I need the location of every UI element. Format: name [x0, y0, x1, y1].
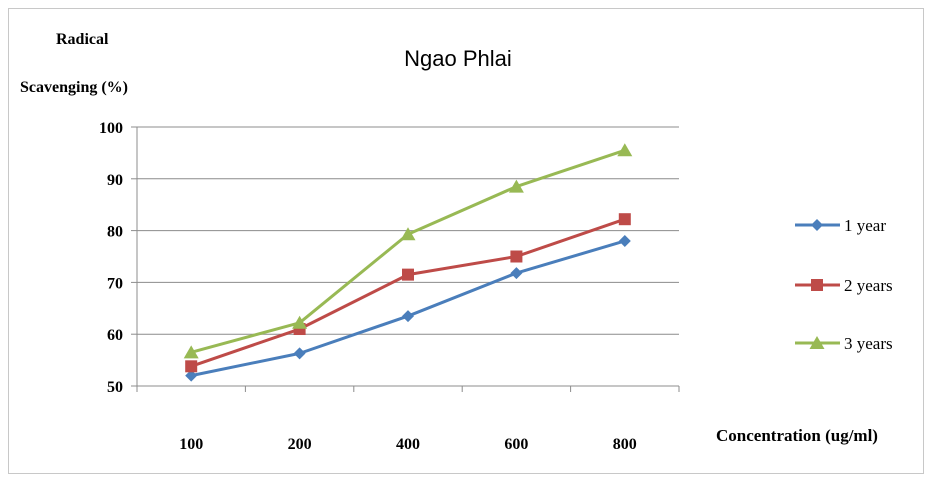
y-tick-labels: 50 60 70 80 90 100: [99, 120, 123, 396]
x-tick-label: 100: [179, 436, 203, 453]
x-tick-label: 400: [396, 436, 420, 453]
legend-marker: [811, 219, 823, 231]
series-line: [190, 239, 626, 378]
data-point: [183, 345, 199, 359]
legend-marker: [811, 279, 823, 291]
data-point: [402, 268, 414, 281]
data-point: [292, 315, 308, 329]
axes: [131, 126, 680, 392]
data-point: [293, 347, 306, 360]
y-tick-label: 50: [107, 379, 123, 396]
data-point: [618, 234, 631, 247]
y-tick-label: 80: [107, 224, 123, 241]
data-point: [400, 227, 416, 241]
legend-marker: [809, 336, 825, 349]
series-line: [190, 217, 626, 368]
x-axis-label: Concentration (ug/ml): [716, 426, 878, 445]
y-tick-label: 70: [107, 275, 123, 292]
legend-label: 2 years: [844, 276, 893, 295]
data-point: [185, 360, 198, 373]
y-tick-label: 100: [99, 120, 123, 137]
data-point: [618, 213, 631, 226]
x-tick-label: 200: [288, 436, 312, 453]
x-tick-label: 600: [504, 436, 528, 453]
x-tick-label: 800: [613, 436, 637, 453]
legend-label: 1 year: [844, 216, 886, 235]
data-point: [510, 250, 523, 263]
legend-label: 3 years: [844, 334, 893, 353]
y-axis-label-line2: Scavenging (%): [20, 79, 128, 96]
chart-frame: [8, 8, 924, 474]
y-axis-label-line1: Radical: [56, 31, 109, 48]
gridlines: [137, 126, 679, 335]
series-lines: [183, 143, 633, 382]
x-tick-labels: 100 200 400 600 800: [179, 436, 637, 453]
data-point: [510, 267, 523, 280]
chart-title: Ngao Phlai: [404, 46, 512, 71]
legend: 1 year 2 years 3 years: [795, 216, 893, 353]
data-point: [508, 179, 524, 193]
data-point: [402, 310, 414, 323]
y-tick-label: 60: [107, 327, 123, 344]
data-point: [185, 369, 198, 382]
data-point: [617, 143, 633, 157]
y-tick-label: 90: [107, 172, 123, 189]
